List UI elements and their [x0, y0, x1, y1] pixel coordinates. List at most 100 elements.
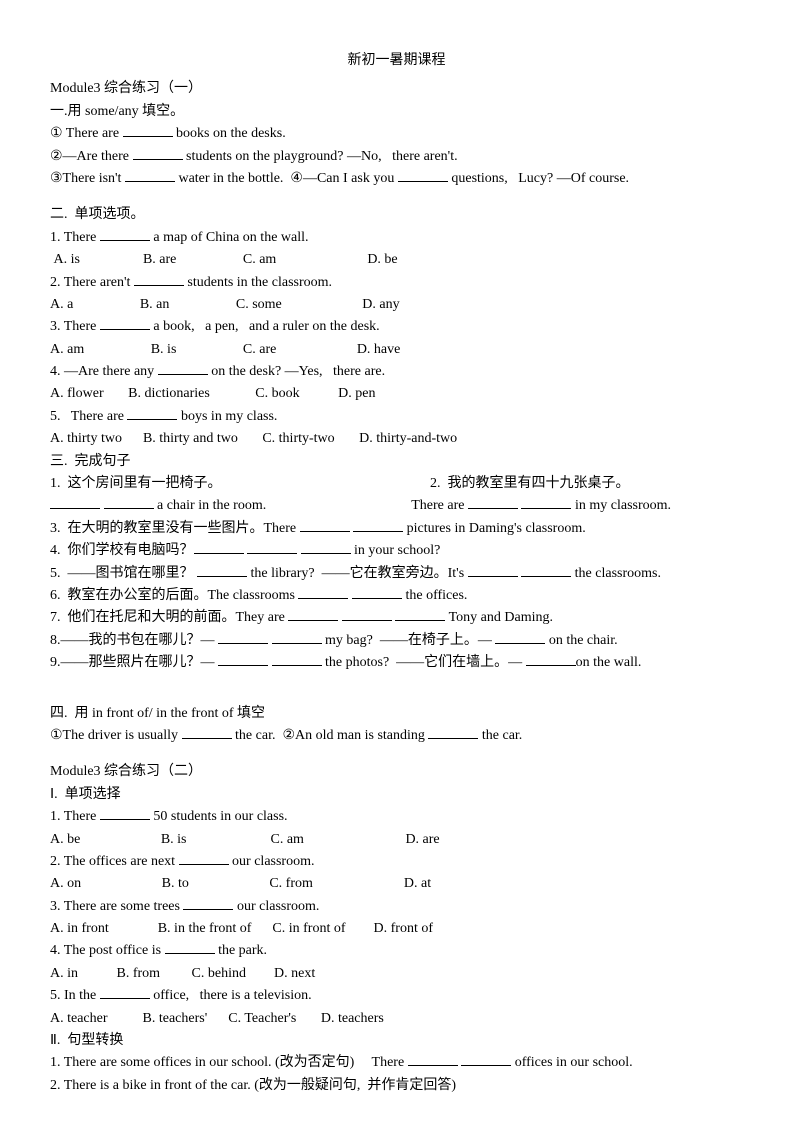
m2-q1: 1. There 50 students in our class.	[50, 806, 743, 828]
s2-q1: 1. There a map of China on the wall.	[50, 227, 743, 249]
text: 2. The offices are next	[50, 854, 179, 869]
s2-q2: 2. There aren't students in the classroo…	[50, 272, 743, 294]
s1-q2: ②—Are there students on the playground? …	[50, 146, 743, 168]
text: a book, a pen, and a ruler on the desk.	[150, 319, 380, 334]
text: ②—Are there	[50, 149, 133, 164]
s2-q1-options[interactable]: A. is B. are C. am D. be	[50, 249, 743, 271]
blank-input[interactable]	[461, 1053, 511, 1067]
s2-q3: 3. There a book, a pen, and a ruler on t…	[50, 316, 743, 338]
m2-q2-options[interactable]: A. on B. to C. from D. at	[50, 873, 743, 895]
text: my bag? ——在椅子上。—	[322, 633, 496, 648]
blank-input[interactable]	[100, 317, 150, 331]
s3-q3: 3. 在大明的教室里没有一些图片。There pictures in Damin…	[50, 518, 743, 540]
blank-input[interactable]	[100, 986, 150, 1000]
s3-q7: 7. 他们在托尼和大明的前面。They are Tony and Daming.	[50, 607, 743, 629]
text: ① There are	[50, 126, 123, 141]
blank-input[interactable]	[298, 585, 348, 599]
s1-q1: ① There are books on the desks.	[50, 123, 743, 145]
blank-input[interactable]	[218, 630, 268, 644]
blank-input[interactable]	[247, 541, 297, 555]
text: 2. There aren't	[50, 275, 134, 290]
text: 5. ——图书馆在哪里？	[50, 566, 197, 581]
blank-input[interactable]	[300, 518, 350, 532]
text: students on the playground? —No, there a…	[183, 149, 458, 164]
text: 50 students in our class.	[150, 809, 288, 824]
m2-section2-heading: Ⅱ. 句型转换	[50, 1030, 743, 1052]
text: 4. 你们学校有电脑吗？	[50, 543, 194, 558]
s1-q3: ③There isn't water in the bottle. ④—Can …	[50, 168, 743, 190]
m2-q5: 5. In the office, there is a television.	[50, 985, 743, 1007]
m2-q3: 3. There are some trees our classroom.	[50, 896, 743, 918]
text: the car.	[478, 728, 522, 743]
blank-input[interactable]	[133, 146, 183, 160]
text: the park.	[215, 943, 267, 958]
text: a chair in the room.	[154, 498, 267, 513]
text: 4. —Are there any	[50, 364, 158, 379]
blank-input[interactable]	[134, 272, 184, 286]
text: our classroom.	[229, 854, 315, 869]
text: in your school?	[351, 543, 441, 558]
blank-input[interactable]	[398, 168, 448, 182]
blank-input[interactable]	[353, 518, 403, 532]
blank-input[interactable]	[288, 608, 338, 622]
blank-input[interactable]	[272, 630, 322, 644]
blank-input[interactable]	[104, 496, 154, 510]
blank-input[interactable]	[521, 496, 571, 510]
blank-input[interactable]	[352, 585, 402, 599]
m2-section1-heading: Ⅰ. 单项选择	[50, 784, 743, 806]
blank-input[interactable]	[182, 725, 232, 739]
s3-q1-right: 2. 我的教室里有四十九张桌子。	[430, 476, 630, 491]
text: water in the bottle. ④—Can I ask you	[175, 171, 398, 186]
s2-q4: 4. —Are there any on the desk? —Yes, the…	[50, 361, 743, 383]
s3-q1b: a chair in the room.There are in my clas…	[50, 495, 743, 517]
blank-input[interactable]	[521, 563, 571, 577]
blank-input[interactable]	[468, 496, 518, 510]
text: the offices.	[402, 588, 467, 603]
blank-input[interactable]	[194, 541, 244, 555]
text: 3. 在大明的教室里没有一些图片。There	[50, 521, 300, 536]
m2-q4-options[interactable]: A. in B. from C. behind D. next	[50, 963, 743, 985]
s2-q3-options[interactable]: A. am B. is C. are D. have	[50, 339, 743, 361]
s2-q4-options[interactable]: A. flower B. dictionaries C. book D. pen	[50, 383, 743, 405]
blank-input[interactable]	[428, 725, 478, 739]
s2-q2-options[interactable]: A. a B. an C. some D. any	[50, 294, 743, 316]
page-title: 新初一暑期课程	[50, 50, 743, 72]
text: 1. There	[50, 230, 100, 245]
blank-input[interactable]	[183, 896, 233, 910]
blank-input[interactable]	[50, 496, 100, 510]
blank-input[interactable]	[408, 1053, 458, 1067]
blank-input[interactable]	[179, 851, 229, 865]
blank-input[interactable]	[123, 124, 173, 138]
text: the library? ——它在教室旁边。It's	[247, 566, 468, 581]
text: questions, Lucy? —Of course.	[448, 171, 629, 186]
blank-input[interactable]	[468, 563, 518, 577]
blank-input[interactable]	[100, 227, 150, 241]
s2-q5-options[interactable]: A. thirty two B. thirty and two C. thirt…	[50, 428, 743, 450]
blank-input[interactable]	[100, 807, 150, 821]
blank-input[interactable]	[125, 168, 175, 182]
blank-input[interactable]	[158, 361, 208, 375]
blank-input[interactable]	[495, 630, 545, 644]
section4-heading: 四. 用 in front of/ in the front of 填空	[50, 703, 743, 725]
blank-input[interactable]	[301, 541, 351, 555]
s3-q1-left: 1. 这个房间里有一把椅子。	[50, 473, 430, 495]
blank-input[interactable]	[165, 941, 215, 955]
text: 6. 教室在办公室的后面。The classrooms	[50, 588, 298, 603]
m2-s2-q1: 1. There are some offices in our school.…	[50, 1052, 743, 1074]
section2-heading: 二. 单项选项。	[50, 204, 743, 226]
m2-q5-options[interactable]: A. teacher B. teachers' C. Teacher's D. …	[50, 1008, 743, 1030]
text: 5. In the	[50, 988, 100, 1003]
m2-q1-options[interactable]: A. be B. is C. am D. are	[50, 829, 743, 851]
blank-input[interactable]	[342, 608, 392, 622]
blank-input[interactable]	[526, 653, 576, 667]
s4-q1: ①The driver is usually the car. ②An old …	[50, 725, 743, 747]
blank-input[interactable]	[197, 563, 247, 577]
text: on the chair.	[545, 633, 617, 648]
blank-input[interactable]	[395, 608, 445, 622]
blank-input[interactable]	[272, 653, 322, 667]
text: our classroom.	[233, 899, 319, 914]
blank-input[interactable]	[127, 406, 177, 420]
m2-q3-options[interactable]: A. in front B. in the front of C. in fro…	[50, 918, 743, 940]
blank-input[interactable]	[218, 653, 268, 667]
m2-q2: 2. The offices are next our classroom.	[50, 851, 743, 873]
